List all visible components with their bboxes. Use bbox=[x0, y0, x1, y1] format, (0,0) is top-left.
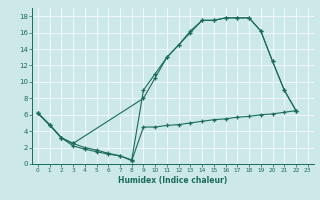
X-axis label: Humidex (Indice chaleur): Humidex (Indice chaleur) bbox=[118, 176, 228, 185]
